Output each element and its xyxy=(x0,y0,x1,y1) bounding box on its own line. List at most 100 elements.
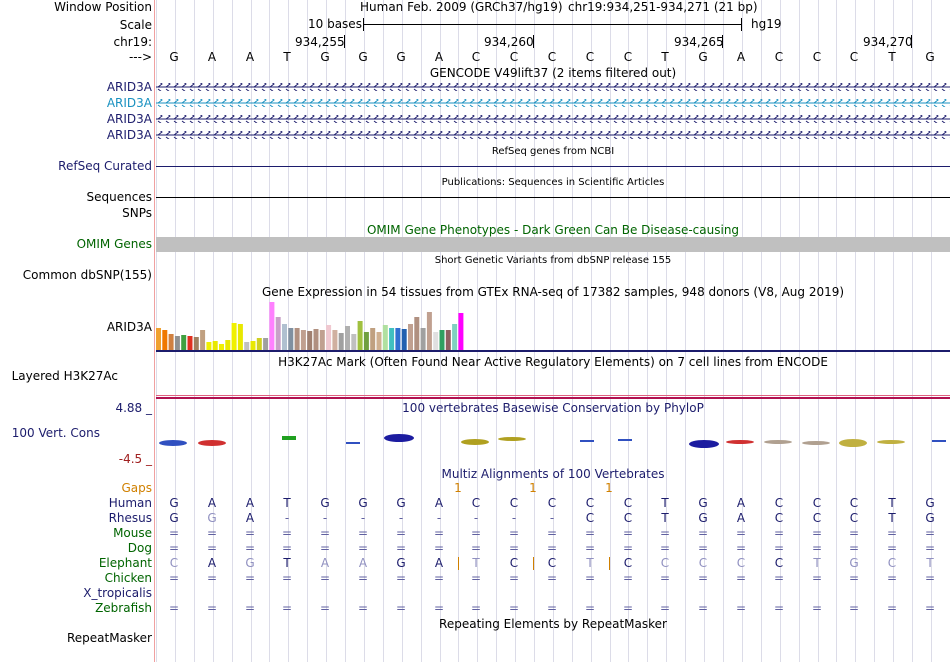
alignment-base: T xyxy=(888,511,896,525)
gtex-tissue-bar[interactable] xyxy=(338,333,344,350)
sequences-track-label[interactable]: Sequences xyxy=(86,190,152,204)
gtex-tissue-bar[interactable] xyxy=(408,324,413,350)
alignment-base: C xyxy=(547,556,557,570)
gtex-tissue-bar[interactable] xyxy=(181,335,187,350)
gtex-tissue-bar[interactable] xyxy=(452,324,458,350)
gtex-tissue-bar[interactable] xyxy=(351,334,357,350)
logo-mark xyxy=(580,440,594,442)
gtex-tissue-bar[interactable] xyxy=(193,337,199,350)
alignment-base: - xyxy=(360,511,366,525)
gtex-tissue-bar[interactable] xyxy=(300,330,306,350)
gtex-tissue-bar[interactable] xyxy=(212,341,218,350)
gtex-tissue-bar[interactable] xyxy=(231,323,237,350)
grid-line xyxy=(628,0,629,662)
gtex-tissue-bar[interactable] xyxy=(319,330,325,350)
cons-track-label[interactable]: 100 Vert. Cons xyxy=(11,426,100,440)
dbsnp-track-label[interactable]: Common dbSNP(155) xyxy=(22,268,152,282)
gtex-tissue-bar[interactable] xyxy=(200,330,206,350)
species-label-zebrafish: Zebrafish xyxy=(95,601,152,615)
gtex-tissue-bar[interactable] xyxy=(174,336,180,350)
alignment-base: T xyxy=(926,556,934,570)
gtex-tissue-bar[interactable] xyxy=(401,329,407,350)
alignment-base: = xyxy=(886,571,898,585)
gtex-tissue-bar[interactable] xyxy=(326,325,332,350)
grid-line xyxy=(799,0,800,662)
alignment-base: = xyxy=(924,571,936,585)
gtex-tissue-bar[interactable] xyxy=(294,328,300,350)
refseq-gene-line[interactable] xyxy=(156,166,950,167)
gtex-tissue-bar[interactable] xyxy=(345,326,350,350)
gtex-tissue-bar[interactable] xyxy=(275,317,281,350)
gtex-tissue-bar[interactable] xyxy=(420,328,426,350)
alignment-base: = xyxy=(395,571,407,585)
gtex-tissue-bar[interactable] xyxy=(382,325,388,350)
gene-label-arid3a-2[interactable]: ARID3A xyxy=(106,96,152,110)
alignment-base: C xyxy=(812,496,822,510)
coord-tick-934255: 934,255 xyxy=(295,35,345,49)
gtex-tissue-bar[interactable] xyxy=(395,328,401,350)
omim-track-label[interactable]: OMIM Genes xyxy=(76,237,152,251)
grid-line xyxy=(591,0,592,662)
multiz-track-title: Multiz Alignments of 100 Vertebrates xyxy=(441,467,665,481)
gtex-tissue-bar[interactable] xyxy=(439,330,445,350)
gtex-gene-label[interactable]: ARID3A xyxy=(106,320,152,334)
alignment-base: C xyxy=(509,556,519,570)
gtex-tissue-bar[interactable] xyxy=(445,330,451,350)
gene-label-arid3a-1[interactable]: ARID3A xyxy=(106,80,152,94)
gtex-tissue-bar[interactable] xyxy=(168,334,174,350)
alignment-base: G xyxy=(207,511,217,525)
alignment-base: = xyxy=(546,601,558,615)
gtex-tissue-bar[interactable] xyxy=(269,302,275,350)
transcript-line-1 xyxy=(156,83,950,91)
gtex-tissue-bar[interactable] xyxy=(187,336,193,350)
gtex-tissue-bar[interactable] xyxy=(433,332,439,350)
gtex-tissue-bar[interactable] xyxy=(237,324,243,350)
genome-browser-track-image[interactable]: Human Feb. 2009 (GRCh37/hg19) chr19:934,… xyxy=(156,0,950,662)
refseq-track-label[interactable]: RefSeq Curated xyxy=(58,159,152,173)
gtex-tissue-bar[interactable] xyxy=(219,344,224,350)
gtex-tissue-bar[interactable] xyxy=(332,330,338,350)
gtex-tissue-bar[interactable] xyxy=(256,338,262,350)
gtex-tissue-bar[interactable] xyxy=(363,332,369,350)
gtex-tissue-bar[interactable] xyxy=(250,341,256,350)
gtex-tissue-bar[interactable] xyxy=(376,332,382,350)
gtex-tissue-bar[interactable] xyxy=(307,331,313,350)
omim-gene-bar[interactable] xyxy=(156,237,950,252)
gtex-tissue-bar[interactable] xyxy=(244,342,250,350)
alignment-base: = xyxy=(281,526,293,540)
transcript-line-4 xyxy=(156,131,950,139)
alignment-base: = xyxy=(470,601,482,615)
alignment-base: = xyxy=(622,526,634,540)
gtex-tissue-bar[interactable] xyxy=(370,328,376,350)
grid-line xyxy=(175,0,176,662)
gene-label-arid3a-3[interactable]: ARID3A xyxy=(106,112,152,126)
gtex-tissue-bar[interactable] xyxy=(357,321,363,350)
gencode-transcripts[interactable] xyxy=(156,80,950,144)
repeatmasker-track-label[interactable]: RepeatMasker xyxy=(66,631,152,645)
gtex-tissue-bar[interactable] xyxy=(206,342,212,350)
alignment-base: = xyxy=(281,571,293,585)
alignment-base: = xyxy=(886,526,898,540)
alignment-base: = xyxy=(395,601,407,615)
reference-base: A xyxy=(245,50,255,64)
publications-line[interactable] xyxy=(156,197,950,198)
alignment-base: = xyxy=(659,571,671,585)
alignment-base: = xyxy=(319,526,331,540)
gtex-tissue-bar[interactable] xyxy=(389,328,395,350)
species-label-mouse: Mouse xyxy=(113,526,152,540)
phylop-track-title: 100 vertebrates Basewise Conservation by… xyxy=(402,401,704,415)
gtex-tissue-bar[interactable] xyxy=(458,313,464,350)
gtex-tissue-bar[interactable] xyxy=(263,338,269,350)
gene-label-arid3a-4[interactable]: ARID3A xyxy=(106,128,152,142)
gtex-tissue-bar[interactable] xyxy=(426,312,432,350)
gtex-tissue-bar[interactable] xyxy=(225,340,231,350)
gtex-tissue-bar[interactable] xyxy=(414,317,420,350)
gtex-tissue-bar[interactable] xyxy=(313,329,319,350)
gtex-tissue-bar[interactable] xyxy=(282,324,287,350)
gtex-tissue-bar[interactable] xyxy=(288,328,294,350)
gtex-expression-bars[interactable] xyxy=(156,298,950,350)
snps-track-label[interactable]: SNPs xyxy=(122,206,152,220)
gtex-tissue-bar[interactable] xyxy=(156,328,161,350)
h3k27ac-track-label[interactable]: Layered H3K27Ac xyxy=(11,369,118,383)
gtex-tissue-bar[interactable] xyxy=(162,330,168,350)
